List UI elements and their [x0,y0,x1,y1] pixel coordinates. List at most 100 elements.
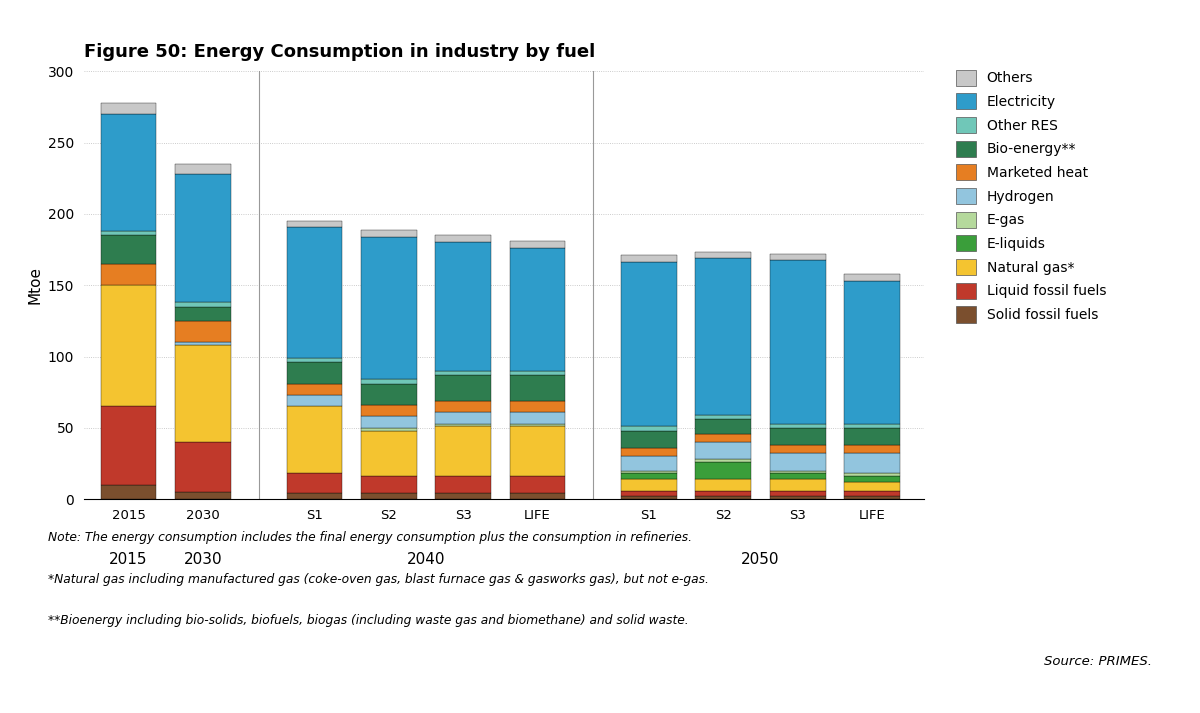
Text: 2030: 2030 [184,552,222,567]
Bar [510,493,565,499]
Bar [769,473,826,479]
Bar [287,406,342,473]
Text: *Natural gas including manufactured gas (coke-oven gas, blast furnace gas & gasw: *Natural gas including manufactured gas … [48,573,709,585]
Bar [844,428,900,445]
Bar [361,379,416,384]
Bar [844,496,900,499]
Bar [769,260,826,424]
Bar [769,254,826,260]
Bar [436,375,491,401]
Bar [361,237,416,379]
Bar [287,221,342,227]
Bar [287,362,342,384]
Bar [844,491,900,496]
Bar [622,431,677,448]
Bar [101,114,156,231]
Bar [436,493,491,499]
Bar [844,424,900,428]
Text: Figure 50: Energy Consumption in industry by fuel: Figure 50: Energy Consumption in industr… [84,43,595,61]
Bar [287,473,342,493]
Legend: Others, Electricity, Other RES, Bio-energy**, Marketed heat, Hydrogen, E-gas, E-: Others, Electricity, Other RES, Bio-ener… [956,70,1106,322]
Bar [696,462,751,479]
Bar [361,431,416,476]
Bar [361,416,416,428]
Bar [175,307,230,321]
Bar [696,419,751,434]
Bar [510,476,565,493]
Bar [175,442,230,492]
Bar [436,426,491,476]
Bar [175,164,230,174]
Bar [175,492,230,499]
Bar [844,482,900,491]
Bar [622,473,677,479]
Bar [769,471,826,473]
Bar [696,434,751,442]
Bar [510,241,565,248]
Bar [361,476,416,493]
Bar [510,412,565,424]
Bar [436,242,491,371]
Bar [510,424,565,426]
Bar [101,103,156,114]
Bar [844,274,900,281]
Bar [510,248,565,371]
Bar [769,453,826,471]
Bar [622,479,677,491]
Bar [101,285,156,406]
Bar [175,321,230,342]
Bar [769,428,826,445]
Bar [175,345,230,442]
Bar [844,476,900,482]
Bar [436,235,491,242]
Y-axis label: Mtoe: Mtoe [28,266,42,304]
Bar [622,262,677,426]
Bar [287,395,342,406]
Bar [769,424,826,428]
Bar [101,235,156,264]
Text: Note: The energy consumption includes the final energy consumption plus the cons: Note: The energy consumption includes th… [48,531,692,544]
Bar [696,491,751,496]
Bar [361,384,416,405]
Bar [101,264,156,285]
Bar [510,401,565,412]
Bar [175,302,230,307]
Bar [361,493,416,499]
Bar [287,227,342,358]
Bar [510,375,565,401]
Bar [175,342,230,345]
Bar [361,405,416,416]
Bar [844,453,900,473]
Bar [844,281,900,424]
Bar [101,485,156,499]
Bar [622,456,677,471]
Bar [287,493,342,499]
Bar [696,459,751,462]
Text: **Bioenergy including bio-solids, biofuels, biogas (including waste gas and biom: **Bioenergy including bio-solids, biofue… [48,614,689,627]
Bar [622,496,677,499]
Bar [101,406,156,485]
Bar [696,496,751,499]
Bar [622,448,677,456]
Bar [436,476,491,493]
Bar [844,473,900,476]
Bar [622,491,677,496]
Bar [510,426,565,476]
Bar [622,426,677,431]
Text: Source: PRIMES.: Source: PRIMES. [1044,655,1152,668]
Bar [769,491,826,496]
Bar [769,479,826,491]
Bar [287,358,342,362]
Text: 2050: 2050 [742,552,780,567]
Bar [696,479,751,491]
Bar [844,445,900,453]
Bar [696,258,751,415]
Bar [361,230,416,237]
Bar [696,252,751,258]
Bar [696,442,751,459]
Bar [696,415,751,419]
Bar [436,371,491,375]
Bar [101,231,156,235]
Text: 2040: 2040 [407,552,445,567]
Bar [769,445,826,453]
